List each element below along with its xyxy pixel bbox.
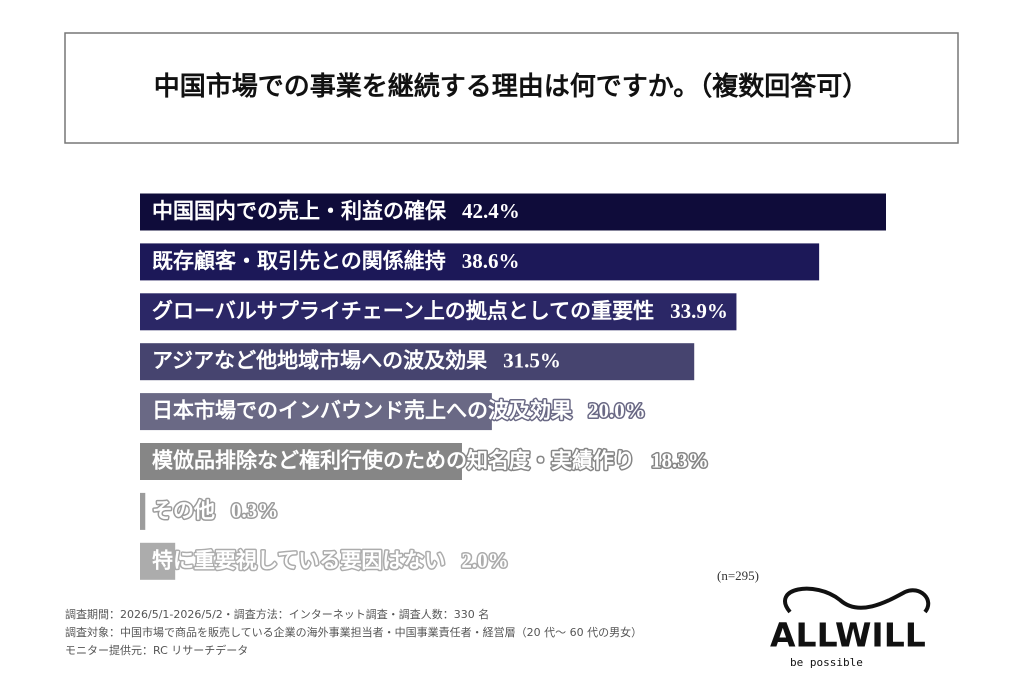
footer-line: 調査対象：中国市場で商品を販売している企業の海外事業担当者・中国事業責任者・経営… <box>65 625 642 639</box>
category-label: その他 <box>152 498 215 522</box>
bar <box>140 293 737 331</box>
value-label: 31.5% <box>503 349 561 373</box>
value-label: 2.0% <box>461 548 508 572</box>
bar-label: 模倣品排除など権利行使のための知名度・実績作り 18.3% <box>152 448 709 472</box>
value-label: 0.3% <box>231 498 278 522</box>
footer-line: モニター提供元：RC リサーチデータ <box>65 643 248 657</box>
chart-title: 中国市場での事業を継続する理由は何ですか。（複数回答可） <box>154 71 868 101</box>
bar-label: 特に重要視している要因はない 2.0% <box>152 548 509 572</box>
bar-label: 既存顧客・取引先との関係維持 38.6% <box>152 249 520 273</box>
bar <box>140 492 146 530</box>
bar <box>140 542 176 580</box>
footer-line: 調査期間：2026/5/1-2026/5/2・調査方法：インターネット調査・調査… <box>65 607 489 621</box>
value-label: 42.4% <box>462 199 520 223</box>
category-label: 日本市場でのインバウンド売上への波及効果 <box>152 398 572 422</box>
value-label: 33.9% <box>670 299 728 323</box>
annotation: (n=295) <box>717 568 759 583</box>
category-label: 既存顧客・取引先との関係維持 <box>152 249 446 273</box>
bar-label: アジアなど他地域市場への波及効果 31.5% <box>152 349 561 373</box>
category-label: 中国国内での売上・利益の確保 <box>152 199 447 223</box>
bar <box>140 343 695 381</box>
value-label: 18.3% <box>651 448 709 472</box>
category-label: 模倣品排除など権利行使のための知名度・実績作り <box>152 448 635 472</box>
bar-label: グローバルサプライチェーン上の拠点としての重要性 33.9% <box>152 299 728 323</box>
logo-name: ALLWILL <box>770 616 926 655</box>
value-label: 38.6% <box>462 249 520 273</box>
bar <box>140 443 462 480</box>
logo-swoosh <box>783 586 931 614</box>
category-label: アジアなど他地域市場への波及効果 <box>152 349 487 373</box>
bar-label: その他 0.3% <box>152 498 278 522</box>
bar <box>140 393 492 431</box>
bar-label: 中国国内での売上・利益の確保 42.4% <box>152 199 520 223</box>
bar <box>140 193 886 231</box>
category-label: グローバルサプライチェーン上の拠点としての重要性 <box>152 299 654 323</box>
title-box <box>64 32 959 144</box>
bar <box>140 243 820 281</box>
logo-tagline: be possible <box>790 656 863 669</box>
category-label: 特に重要視している要因はない <box>152 548 445 572</box>
value-label: 20.0% <box>588 398 646 422</box>
bar-label: 日本市場でのインバウンド売上への波及効果 20.0% <box>152 398 646 422</box>
